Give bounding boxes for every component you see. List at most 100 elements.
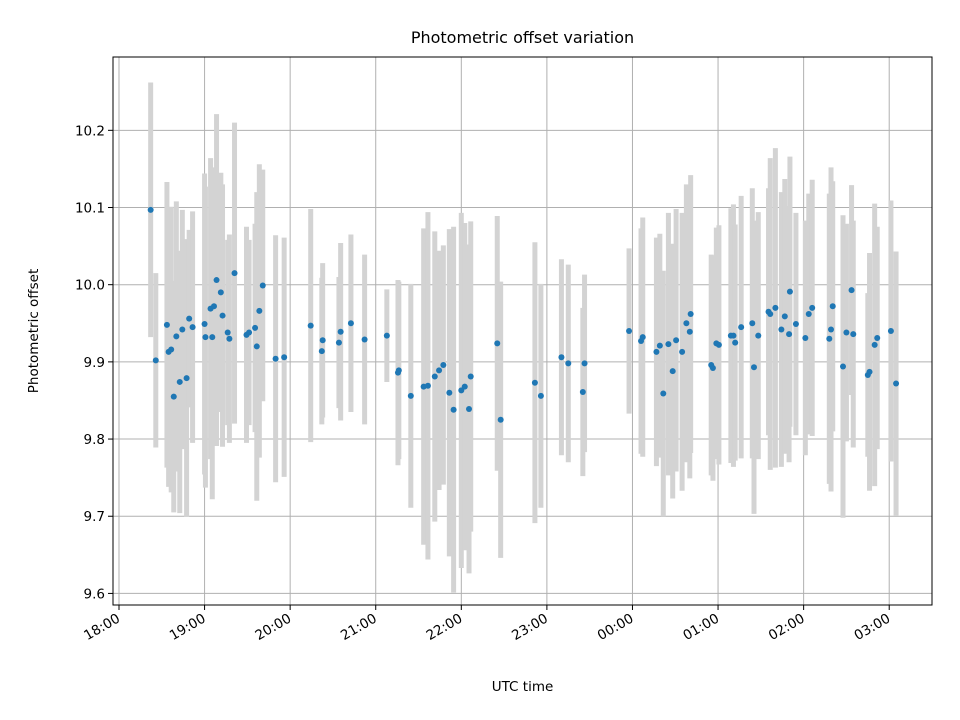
data-point — [772, 304, 779, 311]
data-point — [749, 320, 756, 327]
data-point — [337, 328, 344, 335]
data-point — [383, 332, 390, 339]
data-point — [887, 328, 894, 334]
data-point — [778, 326, 785, 333]
data-point — [565, 360, 572, 367]
data-points — [147, 206, 900, 423]
data-point — [246, 329, 253, 336]
data-point — [755, 332, 762, 339]
data-point — [767, 311, 774, 318]
y-axis-label: Photometric offset — [26, 269, 42, 393]
data-point — [450, 406, 457, 413]
data-point — [217, 289, 224, 296]
data-point — [272, 355, 279, 362]
data-point — [219, 312, 226, 319]
data-point — [866, 368, 873, 375]
data-point — [871, 341, 878, 348]
data-point — [829, 303, 836, 310]
data-point — [466, 405, 473, 412]
data-point — [209, 334, 216, 341]
data-point — [170, 393, 177, 400]
data-point — [683, 320, 690, 327]
data-point — [715, 341, 722, 348]
data-point — [307, 322, 314, 329]
data-point — [843, 329, 850, 336]
data-point — [395, 367, 402, 374]
data-point — [173, 333, 180, 340]
data-point — [850, 331, 857, 338]
data-point — [802, 334, 809, 341]
data-point — [183, 375, 190, 382]
data-point — [335, 339, 342, 346]
data-point — [176, 378, 183, 385]
data-point — [189, 324, 196, 331]
y-tick-label: 9.9 — [84, 355, 105, 371]
data-point — [686, 328, 693, 335]
data-point — [224, 329, 231, 336]
data-point — [179, 326, 186, 333]
data-point — [626, 328, 633, 334]
data-point — [750, 364, 757, 371]
y-tick-label: 9.7 — [84, 509, 105, 525]
data-point — [431, 373, 438, 380]
data-point — [673, 337, 680, 344]
y-tick-label: 10.0 — [75, 278, 105, 294]
data-point — [252, 324, 259, 331]
data-point — [259, 282, 266, 289]
data-point — [826, 335, 833, 342]
y-tick-label: 10.1 — [75, 201, 105, 217]
data-point — [805, 311, 812, 318]
data-point — [226, 335, 233, 342]
data-point — [152, 357, 159, 364]
data-point — [319, 337, 326, 344]
data-point — [202, 334, 209, 341]
x-axis-label: UTC time — [492, 679, 554, 695]
data-point — [639, 334, 646, 341]
data-point — [497, 416, 504, 423]
data-point — [738, 324, 745, 331]
data-point — [809, 304, 816, 311]
chart-title: Photometric offset variation — [411, 28, 634, 47]
data-point — [669, 368, 676, 375]
data-point — [653, 348, 660, 355]
data-point — [656, 342, 663, 349]
data-point — [446, 389, 453, 396]
data-point — [828, 326, 835, 333]
y-tick-label: 9.8 — [84, 432, 105, 448]
data-point — [848, 287, 855, 294]
data-point — [440, 361, 447, 368]
data-point — [436, 367, 443, 374]
data-point — [730, 332, 737, 339]
data-point — [709, 365, 716, 372]
data-point — [407, 392, 414, 399]
data-point — [679, 348, 686, 355]
data-point — [256, 307, 263, 314]
data-point — [231, 270, 238, 277]
data-point — [581, 360, 588, 367]
y-tick-label: 9.6 — [84, 586, 105, 602]
data-point — [786, 288, 793, 295]
data-point — [213, 277, 220, 284]
data-point — [792, 321, 799, 328]
data-point — [147, 206, 154, 213]
data-point — [318, 348, 325, 355]
data-point — [893, 380, 900, 387]
data-point — [732, 339, 739, 346]
data-point — [537, 392, 544, 399]
data-point — [168, 346, 175, 353]
data-point — [839, 363, 846, 370]
data-point — [201, 321, 208, 328]
data-point — [186, 315, 193, 322]
data-point — [210, 303, 217, 310]
data-point — [467, 373, 474, 380]
data-point — [687, 311, 694, 318]
data-point — [281, 354, 288, 361]
data-point — [347, 320, 354, 327]
data-point — [786, 331, 793, 338]
data-point — [874, 334, 881, 341]
data-point — [665, 341, 672, 348]
data-point — [458, 387, 465, 394]
data-point — [781, 313, 788, 320]
